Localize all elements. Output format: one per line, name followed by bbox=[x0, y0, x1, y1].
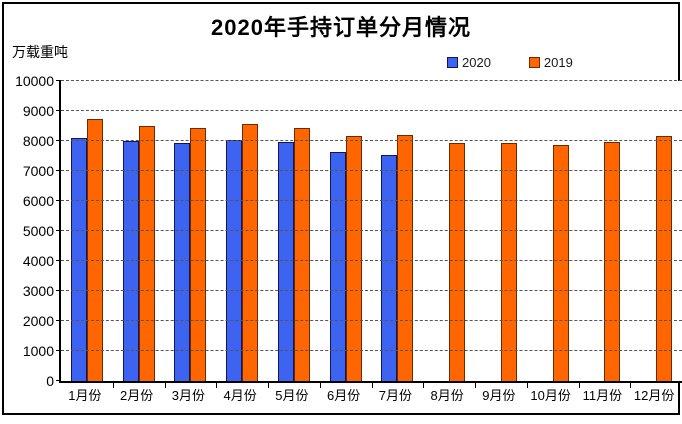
bar-group-7月份 bbox=[372, 81, 424, 381]
bar-group-11月份 bbox=[579, 81, 631, 381]
y-axis-tick bbox=[56, 80, 61, 81]
x-axis-label-7月份: 7月份 bbox=[378, 388, 412, 403]
gridline-6000 bbox=[61, 200, 682, 201]
y-axis-label-10000: 10000 bbox=[15, 73, 54, 89]
x-axis-tick bbox=[371, 383, 373, 388]
legend: 2020 2019 bbox=[447, 55, 573, 70]
y-axis-label-5000: 5000 bbox=[22, 223, 54, 239]
legend-item-2020: 2020 bbox=[447, 55, 491, 70]
bar-group-4月份 bbox=[216, 81, 268, 381]
x-axis-label-6月份: 6月份 bbox=[327, 388, 361, 403]
x-axis-label-12月份: 12月份 bbox=[633, 388, 675, 403]
y-axis-tick bbox=[56, 260, 61, 261]
bar-2020-5月份 bbox=[277, 141, 294, 381]
x-axis-label-1月份: 1月份 bbox=[68, 388, 102, 403]
x-axis-label-8月份: 8月份 bbox=[430, 388, 464, 403]
x-axis-labels: 1月份 2月份 3月份 4月份 5月份 6月份 7月份 8月份 9月份 10月份 11月份 12月份 bbox=[59, 385, 680, 404]
x-axis-label-11月份: 11月份 bbox=[582, 388, 623, 403]
bar-2020-6月份 bbox=[329, 151, 346, 381]
bar-2019-10月份 bbox=[552, 144, 569, 381]
y-axis-tick bbox=[56, 380, 61, 381]
x-axis-tick bbox=[112, 383, 114, 388]
y-axis-tick bbox=[56, 140, 61, 141]
x-axis-tick bbox=[268, 383, 269, 388]
gridline-1000 bbox=[61, 350, 682, 351]
x-axis-tick bbox=[578, 383, 580, 388]
bar-2019-9月份 bbox=[500, 142, 517, 381]
y-axis-tick bbox=[56, 200, 61, 201]
y-axis-tick bbox=[56, 110, 61, 111]
gridline-3000 bbox=[61, 290, 682, 291]
bar-2019-8月份 bbox=[449, 143, 466, 381]
gridline-4000 bbox=[61, 260, 682, 261]
bar-group-10月份 bbox=[527, 81, 579, 381]
legend-label-2019: 2019 bbox=[543, 55, 573, 70]
x-axis-tick bbox=[319, 383, 321, 388]
legend-swatch-2020 bbox=[447, 57, 458, 68]
bar-2019-4月份 bbox=[242, 124, 259, 381]
bar-group-12月份 bbox=[630, 81, 682, 381]
y-axis-unit-label: 万载重吨 bbox=[12, 44, 68, 60]
gridline-10000 bbox=[61, 80, 682, 81]
y-axis-tick bbox=[56, 230, 61, 231]
bar-2020-7月份 bbox=[381, 154, 398, 381]
x-axis-label-10月份: 10月份 bbox=[530, 388, 571, 403]
bar-2019-6月份 bbox=[345, 135, 362, 381]
y-axis-tick bbox=[56, 170, 61, 171]
x-axis-label-2月份: 2月份 bbox=[120, 388, 154, 403]
x-axis-tick bbox=[423, 383, 425, 388]
bar-groups bbox=[61, 81, 682, 381]
y-axis-label-0: 0 bbox=[46, 373, 54, 389]
bar-2019-3月份 bbox=[190, 128, 207, 381]
y-axis-tick bbox=[56, 350, 61, 351]
y-axis-label-3000: 3000 bbox=[22, 283, 54, 299]
x-axis-tick bbox=[164, 383, 166, 388]
bar-2019-1月份 bbox=[86, 118, 103, 381]
x-axis-tick bbox=[475, 383, 476, 388]
gridline-5000 bbox=[61, 230, 682, 231]
y-axis-label-6000: 6000 bbox=[22, 193, 54, 209]
y-axis-label-8000: 8000 bbox=[22, 133, 54, 149]
gridline-8000 bbox=[61, 140, 682, 141]
x-axis-tick bbox=[630, 383, 632, 388]
chart-frame: 2020年手持订单分月情况 万载重吨 2020 2019 0 1000 2000 30… bbox=[2, 2, 682, 415]
y-axis-label-1000: 1000 bbox=[22, 343, 54, 359]
bar-2020-3月份 bbox=[174, 142, 191, 381]
x-axis-label-4月份: 4月份 bbox=[223, 388, 257, 403]
bar-group-3月份 bbox=[165, 81, 217, 381]
legend-item-2019: 2019 bbox=[528, 55, 573, 70]
gridline-7000 bbox=[61, 170, 682, 171]
x-axis-label-5月份: 5月份 bbox=[275, 388, 309, 403]
plot-area: 0 1000 2000 3000 4000 5000 6000 7000 8000 9000 100… bbox=[15, 74, 682, 388]
x-axis-tick bbox=[526, 383, 528, 388]
y-axis-tick bbox=[56, 320, 61, 321]
bar-2019-12月份 bbox=[656, 135, 673, 381]
x-axis-label-9月份: 9月份 bbox=[482, 388, 516, 403]
y-axis-label-4000: 4000 bbox=[22, 253, 54, 269]
gridline-9000 bbox=[61, 110, 682, 111]
y-axis-label-2000: 2000 bbox=[22, 313, 54, 329]
bar-group-5月份 bbox=[268, 81, 320, 381]
gridline-2000 bbox=[61, 320, 682, 321]
chart-title: 2020年手持订单分月情况 bbox=[211, 15, 471, 40]
y-axis-tick bbox=[56, 290, 61, 291]
y-axis-label-7000: 7000 bbox=[22, 163, 54, 179]
legend-swatch-2019 bbox=[528, 57, 540, 68]
legend-label-2020: 2020 bbox=[462, 55, 491, 70]
bar-group-1月份 bbox=[61, 81, 113, 381]
y-axis-label-9000: 9000 bbox=[22, 103, 54, 119]
bar-2019-2月份 bbox=[138, 126, 155, 381]
x-axis-tick bbox=[216, 383, 218, 388]
bar-2019-11月份 bbox=[604, 141, 621, 381]
bar-group-2月份 bbox=[113, 81, 165, 381]
bar-group-9月份 bbox=[475, 81, 527, 381]
bar-group-6月份 bbox=[320, 81, 372, 381]
x-axis-label-3月份: 3月份 bbox=[171, 388, 205, 403]
bar-2019-7月份 bbox=[397, 134, 414, 381]
bar-2019-5月份 bbox=[293, 127, 310, 381]
bar-group-8月份 bbox=[423, 81, 475, 381]
